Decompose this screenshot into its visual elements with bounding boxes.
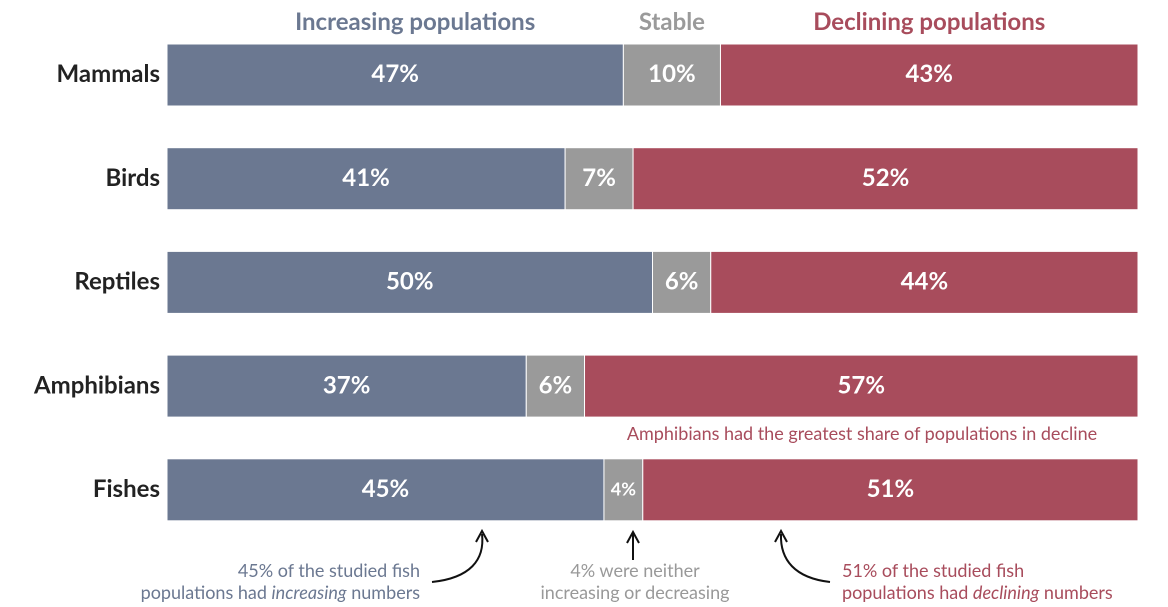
value-label: 50%	[386, 267, 434, 296]
legend-header: Declining populations	[813, 7, 1045, 36]
bar-segment	[642, 458, 1139, 522]
bar-segment	[632, 147, 1139, 211]
annotation-text: Amphibians had the greatest share of pop…	[627, 422, 1097, 444]
value-label: 10%	[648, 59, 696, 88]
annotation-text: 51% of the studied fish	[842, 559, 1024, 581]
arrow-head	[774, 528, 788, 543]
bar-segment	[652, 250, 712, 314]
value-label: 41%	[342, 163, 390, 192]
annotation-text: 45% of the studied fish	[238, 559, 420, 581]
bar-segment	[564, 147, 634, 211]
annotation: 51% of the studied fish	[842, 559, 1024, 581]
bar-segment	[166, 147, 566, 211]
value-label: 51%	[867, 474, 915, 503]
annotation-text: declining	[973, 581, 1040, 603]
bar-segment	[603, 458, 644, 522]
category-label: Mammals	[57, 59, 160, 88]
bar-segment	[525, 354, 586, 418]
category-label: Reptiles	[74, 267, 160, 296]
value-label: 47%	[371, 59, 419, 88]
annotation-text: 4% were neither	[570, 559, 700, 581]
annotation-text: increasing or decreasing	[540, 581, 729, 603]
annotation: populations had declining numbers	[842, 581, 1113, 603]
annotation-text: increasing	[272, 581, 347, 603]
bar-segment	[166, 354, 527, 418]
value-label: 7%	[582, 163, 616, 192]
category-label: Birds	[106, 163, 160, 192]
value-label: 45%	[362, 474, 410, 503]
legend-header: Stable	[639, 7, 705, 36]
arrow	[779, 533, 831, 583]
annotation-text: numbers	[347, 581, 421, 603]
bar-segment	[166, 43, 624, 107]
annotation: Amphibians had the greatest share of pop…	[627, 422, 1097, 444]
arrow-head	[475, 528, 489, 543]
bar-segment	[584, 354, 1139, 418]
bar-segment	[719, 43, 1139, 107]
arrow-head	[626, 529, 640, 544]
value-label: 4%	[611, 477, 636, 499]
annotation-text: populations had	[842, 581, 973, 603]
annotation: increasing or decreasing	[540, 581, 729, 603]
value-label: 37%	[323, 370, 371, 399]
bar-segment	[710, 250, 1139, 314]
bar-segment	[166, 458, 605, 522]
annotation: 4% were neither	[570, 559, 700, 581]
bar-segment	[166, 250, 653, 314]
value-label: 6%	[665, 267, 699, 296]
value-label: 6%	[539, 370, 573, 399]
arrow	[431, 533, 484, 583]
value-label: 43%	[905, 59, 953, 88]
arrows	[431, 528, 831, 583]
annotation-text: numbers	[1039, 581, 1113, 603]
category-label: Amphibians	[33, 370, 160, 399]
annotation: populations had increasing numbers	[141, 581, 421, 603]
value-label: 52%	[862, 163, 910, 192]
value-label: 44%	[901, 267, 949, 296]
value-label: 57%	[838, 370, 886, 399]
annotation-text: populations had	[141, 581, 272, 603]
category-label: Fishes	[93, 474, 160, 503]
legend-header: Increasing populations	[295, 7, 535, 36]
annotation: 45% of the studied fish	[238, 559, 420, 581]
